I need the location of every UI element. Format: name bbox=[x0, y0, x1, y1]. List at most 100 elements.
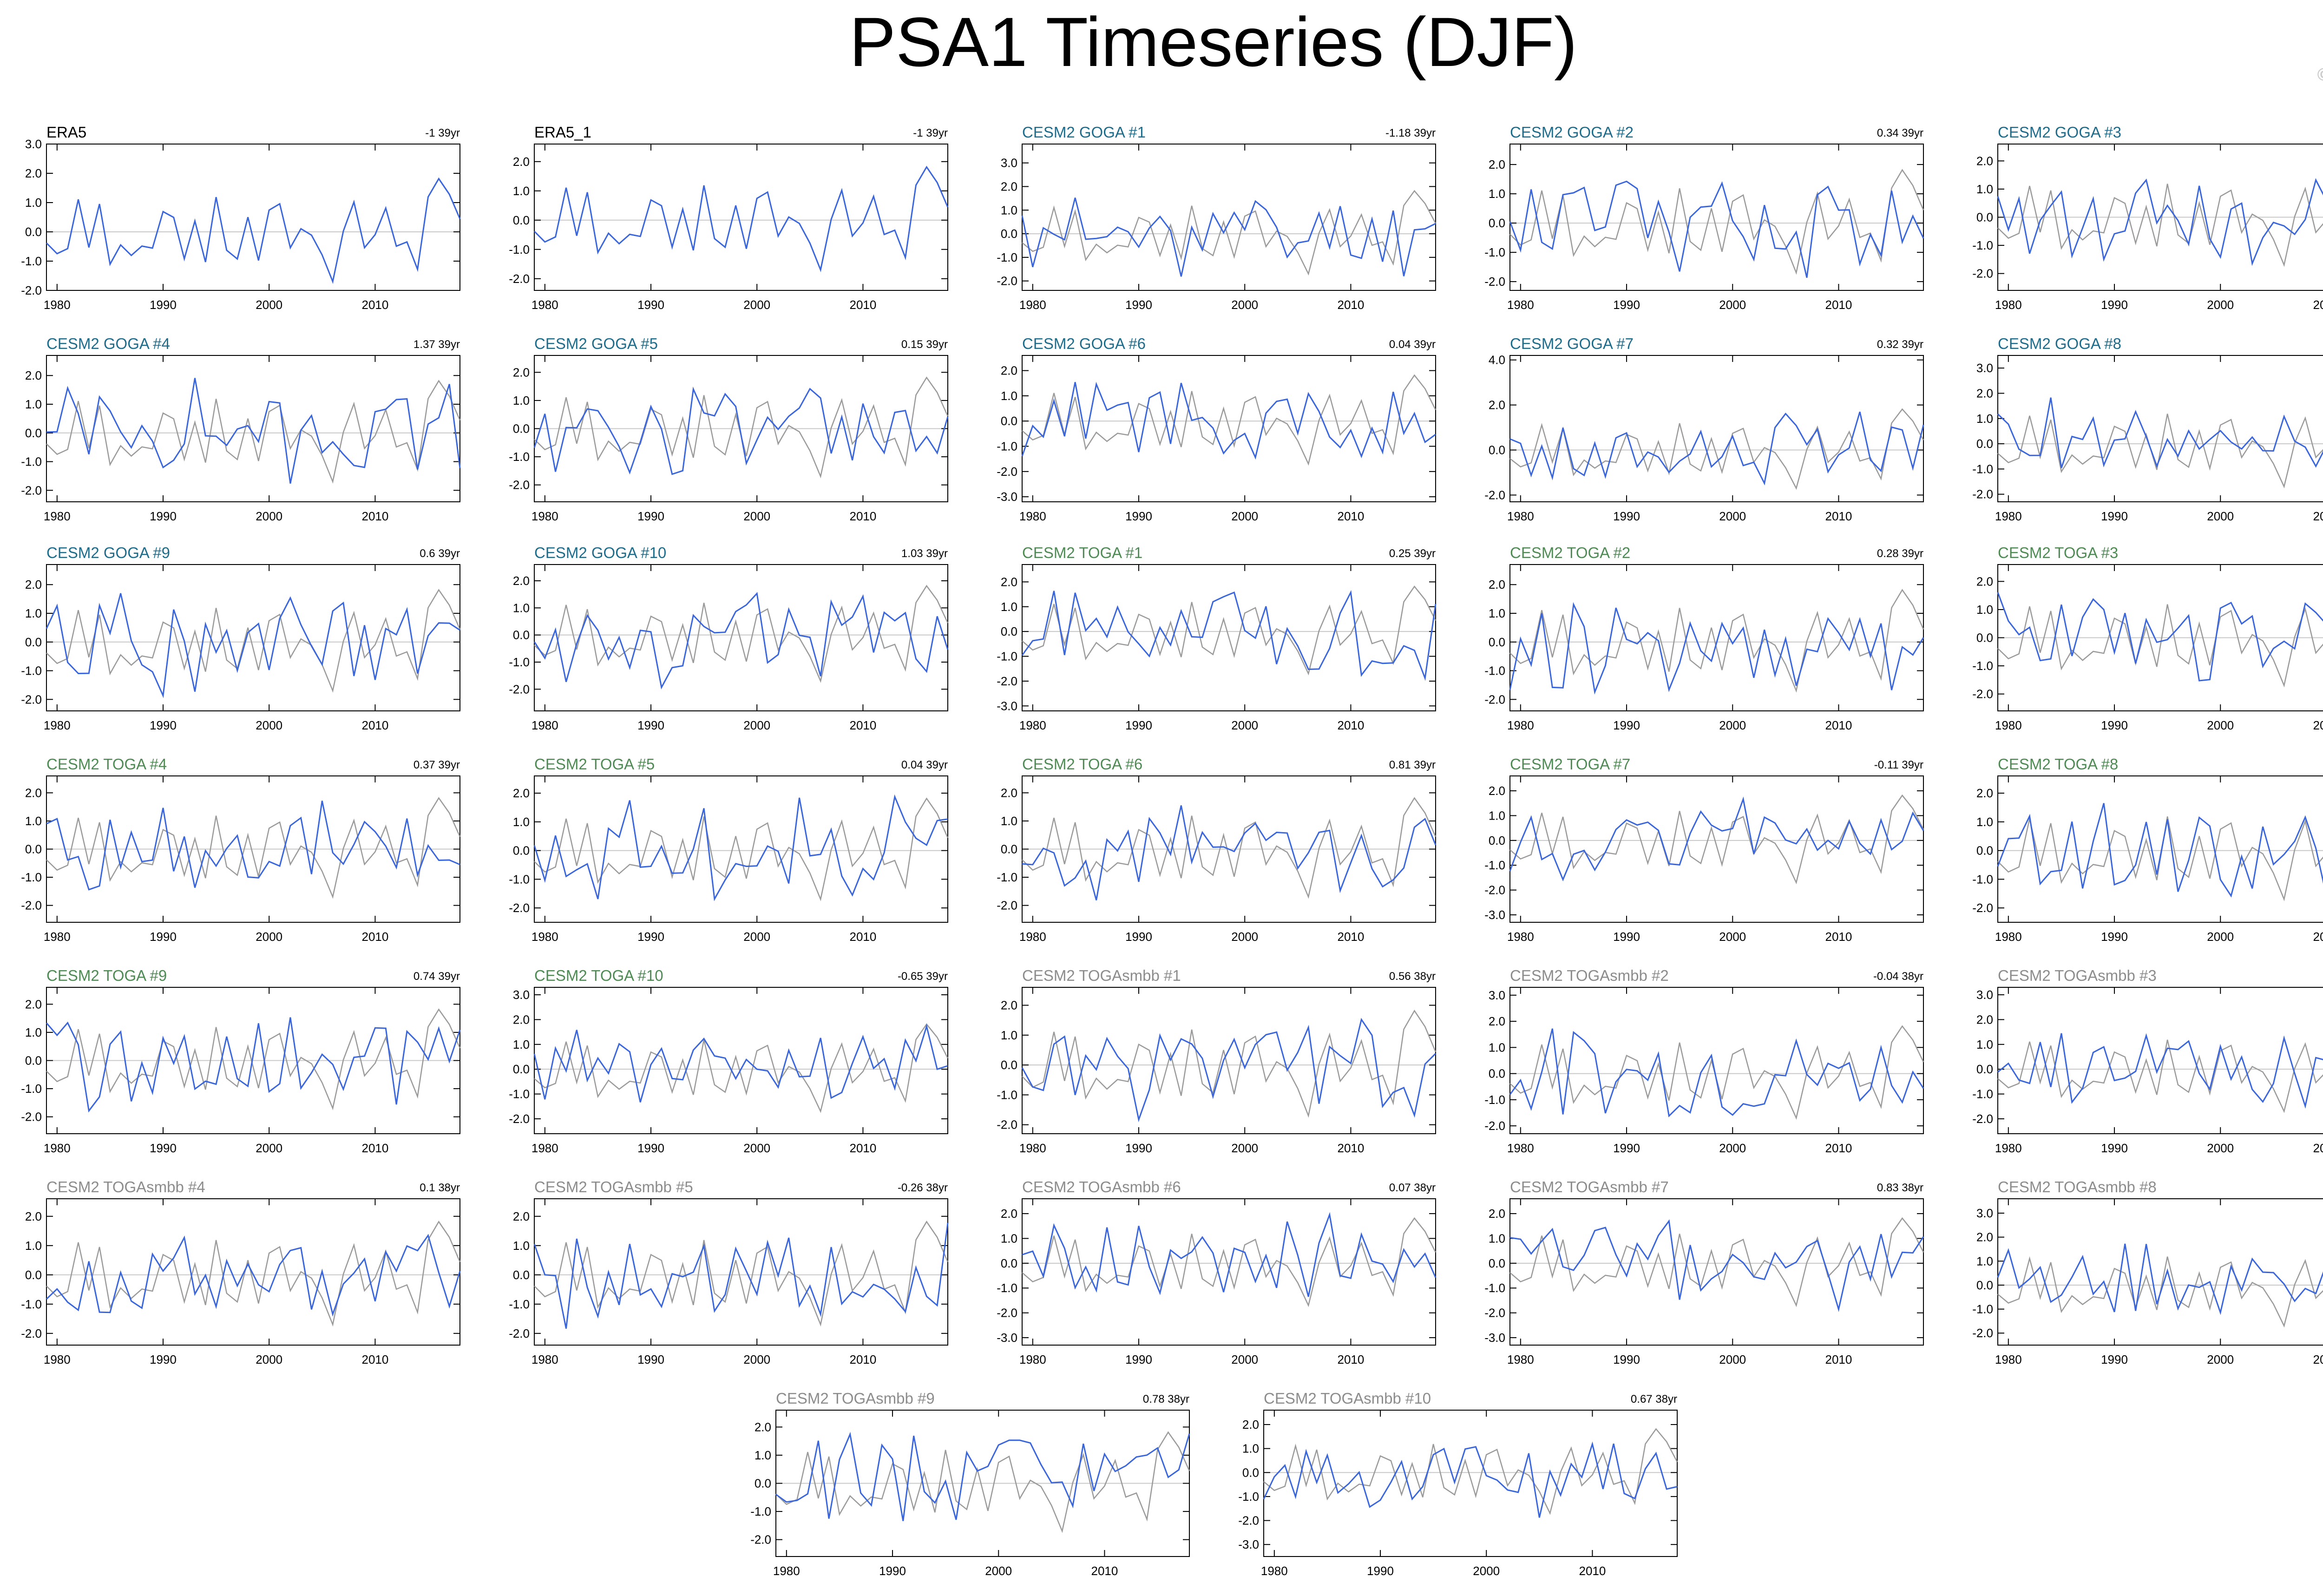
panel-frame bbox=[534, 775, 948, 923]
x-tick-label: 1980 bbox=[44, 1353, 71, 1366]
panel-26: CESM2 TOGAsmbb #4 0.1 38yr 2.0 1.0 0.0 -1.0 -2… bbox=[21, 1178, 461, 1366]
y-tick-label: 2.0 bbox=[25, 368, 42, 382]
trend-label: 0.74 39yr bbox=[413, 970, 460, 983]
y-tick-label: -3.0 bbox=[997, 490, 1017, 504]
y-tick-label: -2.0 bbox=[1484, 488, 1505, 502]
trend-label: 0.56 38yr bbox=[1389, 970, 1436, 983]
panel-3: CESM2 GOGA #1 -1.18 39yr 3.0 2.0 1.0 0.0 -1.0 -… bbox=[997, 124, 1437, 312]
x-tick-label: 1990 bbox=[1125, 298, 1152, 312]
y-tick-label: 1.0 bbox=[513, 184, 530, 198]
x-tick-label: 2010 bbox=[362, 930, 389, 944]
y-tick-label: -2.0 bbox=[997, 899, 1017, 913]
x-tick-label: 1980 bbox=[44, 930, 71, 944]
panel-title: CESM2 GOGA #10 bbox=[534, 544, 666, 561]
y-tick-label: 2.0 bbox=[513, 1012, 530, 1026]
trend-label: -0.26 38yr bbox=[898, 1182, 948, 1194]
y-tick-label: 2.0 bbox=[25, 997, 42, 1011]
y-tick-label: -1.0 bbox=[997, 1088, 1017, 1102]
y-tick-label: 2.0 bbox=[1489, 1014, 1505, 1028]
x-tick-label: 2000 bbox=[2207, 1141, 2234, 1155]
x-tick-label: 1990 bbox=[1367, 1564, 1394, 1578]
x-tick-label: 1990 bbox=[1125, 930, 1152, 944]
y-tick-label: 0.0 bbox=[25, 426, 42, 440]
x-tick-label: 2000 bbox=[1231, 718, 1258, 732]
panel-frame bbox=[534, 987, 948, 1134]
trend-label: 0.67 38yr bbox=[1631, 1393, 1677, 1406]
x-tick-label: 1980 bbox=[532, 298, 558, 312]
panel-frame bbox=[1997, 355, 2323, 502]
panel-title: CESM2 GOGA #4 bbox=[46, 335, 170, 352]
x-tick-label: 2010 bbox=[1338, 718, 1365, 732]
x-tick-label: 1980 bbox=[1507, 718, 1534, 732]
y-tick-label: -3.0 bbox=[1238, 1537, 1259, 1551]
y-tick-label: 2.0 bbox=[1976, 386, 1993, 400]
y-tick-label: 1.0 bbox=[755, 1448, 771, 1462]
panel-title: CESM2 GOGA #8 bbox=[1998, 335, 2121, 352]
y-tick-label: 3.0 bbox=[1976, 988, 1993, 1002]
obs-series-line bbox=[46, 589, 461, 693]
y-tick-label: -2.0 bbox=[509, 1327, 530, 1340]
y-tick-label: 3.0 bbox=[25, 137, 42, 151]
y-tick-label: -1.0 bbox=[997, 870, 1017, 884]
trend-label: 0.81 39yr bbox=[1389, 759, 1436, 771]
x-tick-label: 1990 bbox=[1125, 1353, 1152, 1366]
panel-frame bbox=[534, 1198, 948, 1346]
x-tick-label: 1990 bbox=[150, 509, 177, 523]
x-tick-label: 1990 bbox=[150, 298, 177, 312]
panel-frame bbox=[1022, 355, 1436, 502]
model-series-line bbox=[1997, 178, 2323, 266]
obs-series-line bbox=[1509, 169, 1924, 275]
y-tick-label: 2.0 bbox=[1976, 1230, 1993, 1244]
y-tick-label: 1.0 bbox=[1001, 389, 1017, 403]
x-tick-label: 2000 bbox=[743, 1353, 770, 1366]
panel-frame bbox=[1022, 987, 1436, 1134]
model-series-line bbox=[46, 1234, 461, 1317]
y-tick-label: -1.0 bbox=[1484, 1093, 1505, 1107]
panel-title: CESM2 TOGA #2 bbox=[1510, 544, 1630, 561]
x-tick-label: 2010 bbox=[362, 718, 389, 732]
y-tick-label: 0.0 bbox=[1001, 414, 1017, 428]
panel-frame bbox=[1022, 144, 1436, 291]
panel-17: CESM2 TOGA #5 0.04 39yr 2.0 1.0 0.0 -1.0 -2.0 1… bbox=[509, 755, 949, 944]
model-series-line bbox=[1997, 1243, 2323, 1315]
y-tick-label: 2.0 bbox=[1489, 158, 1505, 171]
obs-series-line bbox=[1022, 1010, 1437, 1118]
x-tick-label: 2010 bbox=[1825, 718, 1852, 732]
y-tick-label: 2.0 bbox=[1976, 786, 1993, 800]
trend-label: 0.04 39yr bbox=[1389, 338, 1436, 351]
x-tick-label: 2010 bbox=[1338, 298, 1365, 312]
y-tick-label: 2.0 bbox=[1976, 1012, 1993, 1026]
x-tick-label: 2010 bbox=[1825, 509, 1852, 523]
y-tick-label: -2.0 bbox=[21, 692, 42, 706]
x-tick-label: 2000 bbox=[1719, 1353, 1746, 1366]
x-tick-label: 2000 bbox=[256, 1141, 282, 1155]
x-tick-label: 1980 bbox=[1019, 298, 1046, 312]
y-tick-label: 2.0 bbox=[1976, 574, 1993, 588]
panel-32: CESM2 TOGAsmbb #10 0.67 38yr 2.0 1.0 0.0 -1.0… bbox=[1238, 1390, 1678, 1578]
y-tick-label: -2.0 bbox=[1484, 1119, 1505, 1133]
x-tick-label: 1980 bbox=[1019, 930, 1046, 944]
y-tick-label: 1.0 bbox=[1001, 1028, 1017, 1042]
y-tick-label: -2.0 bbox=[509, 1112, 530, 1126]
y-tick-label: -2.0 bbox=[21, 899, 42, 913]
panel-7: CESM2 GOGA #5 0.15 39yr 2.0 1.0 0.0 -1.0 -2.0 1… bbox=[509, 335, 949, 523]
x-tick-label: 1990 bbox=[2101, 298, 2128, 312]
trend-label: -0.04 38yr bbox=[1873, 970, 1923, 983]
x-tick-label: 1990 bbox=[2101, 509, 2128, 523]
y-tick-label: 2.0 bbox=[25, 578, 42, 591]
model-series-line bbox=[533, 794, 948, 901]
obs-series-line bbox=[1022, 585, 1437, 676]
x-tick-label: 1980 bbox=[532, 1353, 558, 1366]
x-tick-label: 2010 bbox=[2313, 298, 2323, 312]
x-tick-label: 1990 bbox=[1125, 509, 1152, 523]
panel-title: CESM2 TOGA #4 bbox=[46, 755, 167, 773]
y-tick-label: -2.0 bbox=[21, 483, 42, 497]
x-tick-label: 2010 bbox=[1579, 1564, 1606, 1578]
x-tick-label: 2010 bbox=[850, 1353, 877, 1366]
y-tick-label: -1.0 bbox=[1972, 1087, 1993, 1101]
y-tick-label: 0.0 bbox=[1489, 443, 1505, 457]
panel-title: CESM2 GOGA #2 bbox=[1510, 124, 1634, 141]
y-tick-label: 0.0 bbox=[1489, 1067, 1505, 1081]
